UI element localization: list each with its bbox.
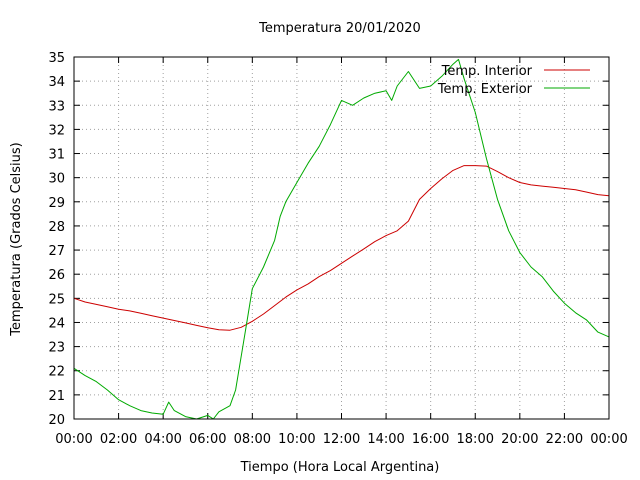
legend: Temp. Interior Temp. Exterior	[437, 64, 590, 97]
y-tick-label: 23	[48, 341, 65, 356]
plot-border	[73, 56, 610, 420]
y-tick-label: 32	[48, 123, 65, 138]
x-tick-label: 20:00	[501, 432, 538, 447]
legend-label: Temp. Interior	[441, 64, 533, 79]
y-tick-label: 20	[48, 413, 65, 428]
y-tick-label: 29	[48, 196, 65, 211]
y-tick-label: 24	[48, 316, 65, 331]
x-tick-label: 00:00	[55, 432, 92, 447]
legend-label: Temp. Exterior	[437, 82, 533, 97]
series-line-interior	[73, 165, 610, 331]
x-axis-title: Tiempo (Hora Local Argentina)	[240, 460, 440, 475]
y-tick-label: 30	[48, 172, 65, 187]
x-tick-label: 08:00	[234, 432, 271, 447]
x-tick-label: 22:00	[546, 432, 583, 447]
y-tick-label: 35	[48, 51, 65, 66]
y-axis-title: Temperatura (Grados Celsius)	[9, 142, 24, 336]
y-tick-label: 28	[48, 220, 65, 235]
x-tick-label: 16:00	[412, 432, 449, 447]
chart-title: Temperatura 20/01/2020	[258, 21, 421, 36]
series-line-exterior	[73, 58, 610, 420]
y-tick-label: 26	[48, 268, 65, 283]
y-tick-label: 33	[48, 99, 65, 114]
y-tick-label: 22	[48, 365, 65, 380]
x-tick-label: 12:00	[323, 432, 360, 447]
x-tick-label: 00:00	[590, 432, 627, 447]
x-tick-label: 04:00	[144, 432, 181, 447]
series-group	[73, 58, 610, 420]
x-tick-label: 18:00	[457, 432, 494, 447]
y-tick-label: 27	[48, 244, 65, 259]
x-tick-label: 10:00	[278, 432, 315, 447]
y-tick-label: 25	[48, 292, 65, 307]
y-tick-label: 21	[48, 389, 65, 404]
grid	[74, 57, 609, 419]
y-tick-label: 34	[48, 75, 65, 90]
y-tick-label: 31	[48, 148, 65, 163]
axis-ticks: 20 21 22 23 24 25 26 27 28 29 30 31 32 33 34 35 00:00 02:…	[48, 51, 627, 447]
x-tick-label: 06:00	[189, 432, 226, 447]
x-tick-label: 02:00	[100, 432, 137, 447]
x-tick-label: 14:00	[367, 432, 404, 447]
